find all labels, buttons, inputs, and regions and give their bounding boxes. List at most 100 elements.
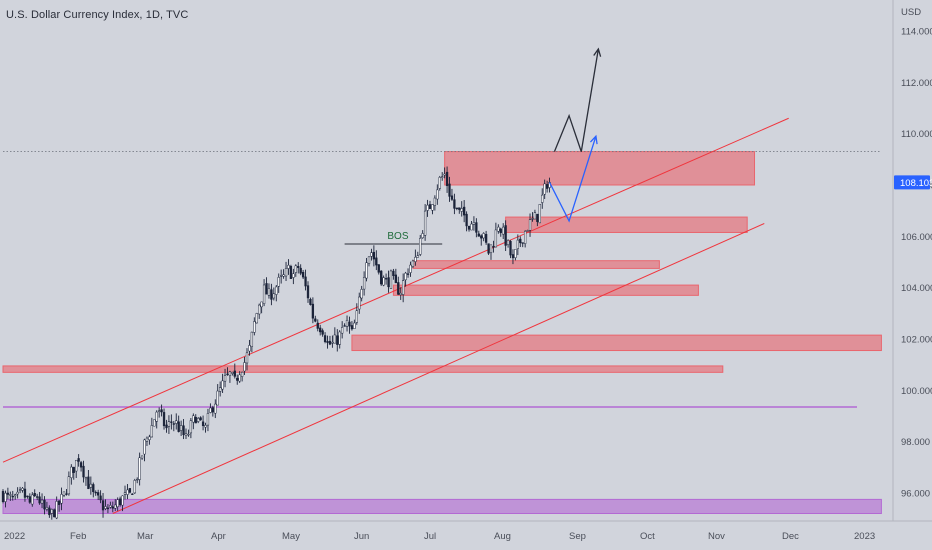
candle-body [65,493,68,495]
candle [494,222,498,248]
candle-body [140,455,144,459]
candle [316,319,319,332]
candle-body [18,489,22,491]
candle-body [382,277,385,286]
candle [219,381,222,397]
candle-body [23,488,27,498]
candle-body [236,377,239,381]
candle [453,193,456,215]
candle-body [543,183,546,195]
price-axis[interactable]: USD114.000112.000110.000108.000106.00010… [892,0,932,521]
candle [228,370,232,383]
candle [187,429,190,437]
projections-layer [548,47,602,223]
candle-body [358,296,361,310]
candle-body [433,197,437,206]
candle [436,184,439,205]
candle [321,328,324,337]
candle-body [89,483,92,488]
candle [414,249,417,266]
candle [531,212,534,222]
candle [397,276,400,296]
candle [409,261,412,277]
candle [136,477,139,484]
candle [392,268,395,280]
candle [255,312,258,324]
candle [348,316,351,334]
candle [133,478,136,494]
candle [441,172,444,181]
candle-body [182,425,185,435]
candle-body [128,488,132,493]
candle [201,415,205,431]
candle-body [294,265,297,273]
candle [516,234,519,256]
candle [226,367,229,376]
candle [140,455,144,460]
zones-layer [2,151,882,515]
blue-projection-arrowhead [589,134,598,145]
time-tick-label: Jun [354,531,369,542]
candle-body [306,285,310,299]
candle-body [538,204,541,224]
time-tick-label: Jul [424,531,436,542]
candle-body [482,233,485,239]
time-axis[interactable]: 2022 Feb Mar Apr May Jun Jul Aug Sep Oct Nov Dec 202… [0,520,932,542]
candle-body [221,380,224,390]
time-tick-label: Sep [569,531,586,542]
candle [253,317,256,336]
candle [121,495,124,512]
time-tick-label: 2023 [854,531,875,542]
price-tick-label: 98.000 [901,437,930,448]
candle [250,331,254,353]
candle-body [150,425,153,438]
chart-title: U.S. Dollar Currency Index, 1D, TVC [6,9,189,21]
candle-body [292,273,295,278]
candle [233,363,236,379]
candle-body [406,273,410,275]
candle [480,234,483,246]
price-tick-label: 96.000 [901,488,930,499]
candle-body [360,289,363,299]
candle [421,230,424,239]
candle-body [123,492,127,495]
candle [123,485,127,500]
candle [260,301,263,314]
candle [328,335,332,346]
candle [489,244,493,260]
candle [128,488,132,494]
candle [287,259,290,275]
candle-body [233,370,236,377]
candle [53,508,56,518]
candle [206,408,210,432]
candle [31,492,34,507]
candle-body [414,256,417,262]
candle-body [445,171,449,186]
candle [262,279,266,307]
candle-body [533,212,537,220]
candle-body [172,423,175,425]
zone-red-6 [2,365,724,373]
candle [211,405,214,417]
candle [209,403,212,414]
candle [60,487,63,511]
candle-body [506,240,510,245]
candle [282,269,285,279]
candle [319,324,322,336]
candle [280,269,283,284]
candle-body [138,457,141,480]
candle-body [428,204,432,209]
candle-body [109,505,112,508]
candle-body [199,417,202,421]
price-tick-label: 114.000 [901,27,932,38]
candle-body [326,341,329,343]
candle [472,216,476,231]
candle [309,297,312,306]
candle-body [338,331,341,345]
candle-body [423,210,427,236]
candle [167,415,171,434]
candle [84,476,88,486]
candle-body [521,242,524,244]
candle [9,491,12,501]
